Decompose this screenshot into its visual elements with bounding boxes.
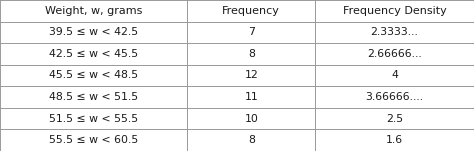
Text: 42.5 ≤ w < 45.5: 42.5 ≤ w < 45.5 (49, 49, 138, 59)
Text: 1.6: 1.6 (386, 135, 403, 145)
Text: 12: 12 (244, 71, 258, 80)
Text: 7: 7 (248, 27, 255, 37)
Text: 55.5 ≤ w < 60.5: 55.5 ≤ w < 60.5 (49, 135, 138, 145)
Text: 3.66666....: 3.66666.... (365, 92, 424, 102)
Text: 48.5 ≤ w < 51.5: 48.5 ≤ w < 51.5 (49, 92, 138, 102)
Text: 4: 4 (391, 71, 398, 80)
Text: 2.66666...: 2.66666... (367, 49, 422, 59)
Text: 10: 10 (244, 114, 258, 124)
Text: 2.5: 2.5 (386, 114, 403, 124)
Text: Weight, w, grams: Weight, w, grams (45, 6, 142, 16)
Text: 39.5 ≤ w < 42.5: 39.5 ≤ w < 42.5 (49, 27, 138, 37)
Text: 8: 8 (248, 135, 255, 145)
Text: Frequency Density: Frequency Density (343, 6, 447, 16)
Text: 51.5 ≤ w < 55.5: 51.5 ≤ w < 55.5 (49, 114, 138, 124)
Text: 45.5 ≤ w < 48.5: 45.5 ≤ w < 48.5 (49, 71, 138, 80)
Text: 11: 11 (244, 92, 258, 102)
Text: Frequency: Frequency (222, 6, 280, 16)
Text: 2.3333...: 2.3333... (371, 27, 419, 37)
Text: 8: 8 (248, 49, 255, 59)
